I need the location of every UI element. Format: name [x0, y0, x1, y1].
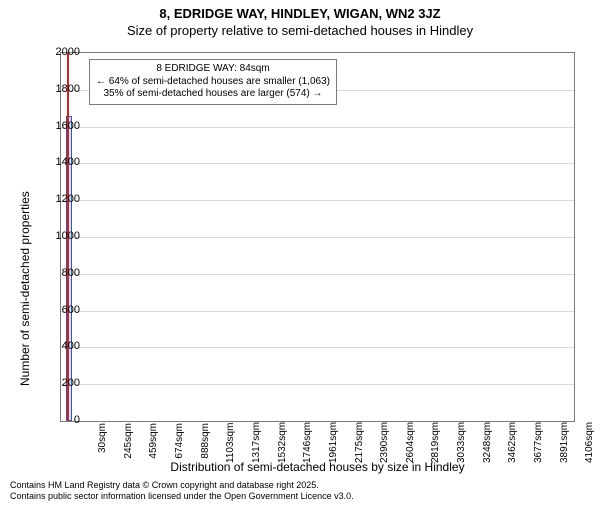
x-tick-label: 3462sqm	[507, 423, 518, 463]
annot-line-3: 35% of semi-detached houses are larger (…	[96, 88, 330, 101]
y-axis-label: Number of semi-detached properties	[18, 191, 32, 386]
y-tick-label: 1200	[44, 193, 80, 205]
x-tick-label: 459sqm	[148, 423, 159, 463]
gridline-h	[61, 384, 574, 385]
gridline-h	[61, 237, 574, 238]
x-tick-label: 1746sqm	[302, 423, 313, 463]
y-tick-label: 1400	[44, 156, 80, 168]
page-title-2: Size of property relative to semi-detach…	[0, 23, 600, 38]
x-tick-label: 3033sqm	[456, 423, 467, 463]
x-tick-label: 3248sqm	[482, 423, 493, 463]
y-tick-label: 2000	[44, 46, 80, 58]
x-tick-label: 2390sqm	[379, 423, 390, 463]
gridline-h	[61, 163, 574, 164]
annot-line-1: 8 EDRIDGE WAY: 84sqm	[96, 63, 330, 76]
x-tick-label: 2819sqm	[430, 423, 441, 463]
x-tick-label: 1103sqm	[225, 423, 236, 463]
annot-line-2: ← 64% of semi-detached houses are smalle…	[96, 76, 330, 89]
x-axis-label: Distribution of semi-detached houses by …	[60, 460, 575, 474]
y-tick-label: 1000	[44, 230, 80, 242]
attribution-footer: Contains HM Land Registry data © Crown c…	[10, 480, 354, 502]
x-tick-label: 1961sqm	[328, 423, 339, 463]
y-tick-label: 200	[44, 377, 80, 389]
y-tick-label: 1600	[44, 120, 80, 132]
gridline-h	[61, 274, 574, 275]
x-tick-label: 2175sqm	[354, 423, 365, 463]
x-tick-label: 2604sqm	[405, 423, 416, 463]
x-tick-label: 888sqm	[200, 423, 211, 463]
gridline-h	[61, 127, 574, 128]
x-tick-label: 1317sqm	[251, 423, 262, 463]
x-tick-label: 30sqm	[97, 423, 108, 463]
x-tick-label: 3891sqm	[559, 423, 570, 463]
footer-line-1: Contains HM Land Registry data © Crown c…	[10, 480, 354, 491]
page-title-1: 8, EDRIDGE WAY, HINDLEY, WIGAN, WN2 3JZ	[0, 6, 600, 21]
gridline-h	[61, 200, 574, 201]
footer-line-2: Contains public sector information licen…	[10, 491, 354, 502]
x-tick-label: 4106sqm	[584, 423, 595, 463]
gridline-h	[61, 347, 574, 348]
y-tick-label: 600	[44, 304, 80, 316]
gridline-h	[61, 311, 574, 312]
x-tick-label: 1532sqm	[277, 423, 288, 463]
x-tick-label: 674sqm	[174, 423, 185, 463]
annotation-box: 8 EDRIDGE WAY: 84sqm← 64% of semi-detach…	[89, 59, 337, 105]
y-tick-label: 1800	[44, 83, 80, 95]
y-tick-label: 400	[44, 340, 80, 352]
chart-plot-area: 8 EDRIDGE WAY: 84sqm← 64% of semi-detach…	[60, 52, 575, 422]
x-tick-label: 3677sqm	[533, 423, 544, 463]
x-tick-label: 245sqm	[123, 423, 134, 463]
y-tick-label: 800	[44, 267, 80, 279]
